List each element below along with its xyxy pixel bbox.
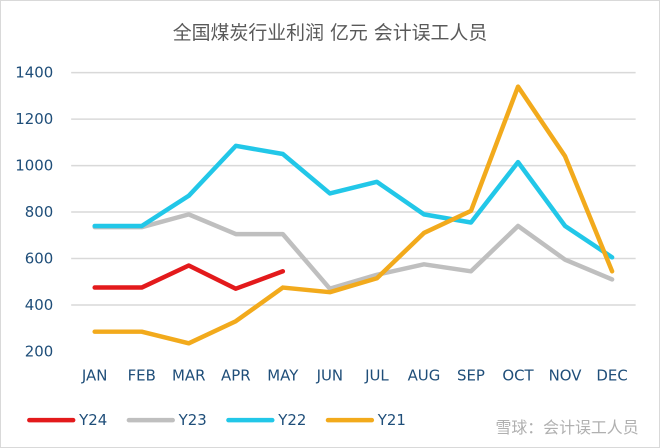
x-tick-label: DEC [596, 366, 627, 384]
x-tick-label: APR [221, 366, 251, 384]
y-tick-label: 1200 [15, 110, 53, 128]
x-tick-label: SEP [457, 366, 485, 384]
x-tick-label: MAY [267, 366, 299, 384]
series-line-y22 [92, 143, 615, 260]
series-line-y23 [92, 212, 615, 291]
legend-label-y23: Y23 [178, 411, 207, 429]
y-tick-label: 200 [25, 342, 53, 360]
x-tick-label: AUG [408, 366, 441, 384]
x-tick-label: FEB [128, 366, 156, 384]
legend-label-y21: Y21 [377, 411, 406, 429]
series-lines [92, 84, 615, 346]
y-axis-ticks: 200 400 600 800 1000 1200 1400 [15, 64, 53, 361]
x-axis-ticks: JAN FEB MAR APR MAY JUN JUL AUG SEP OCT NOV DEC [81, 366, 628, 384]
x-tick-label: JUN [316, 366, 344, 384]
x-tick-label: NOV [549, 366, 583, 384]
x-tick-label: MAR [172, 366, 205, 384]
series-line-y21 [92, 84, 615, 346]
series-line-y24 [92, 263, 286, 291]
y-tick-label: 400 [25, 296, 53, 314]
legend-label-y24: Y24 [78, 411, 107, 429]
y-tick-label: 600 [25, 249, 53, 267]
y-tick-label: 1400 [15, 64, 53, 82]
legend-label-y22: Y22 [277, 411, 306, 429]
x-tick-label: OCT [502, 366, 534, 384]
y-tick-label: 1000 [15, 157, 53, 175]
x-tick-label: JAN [81, 366, 108, 384]
y-tick-label: 800 [25, 203, 53, 221]
x-tick-label: JUL [364, 366, 389, 384]
legend: Y24 Y23 Y22 Y21 [27, 411, 406, 429]
watermark: 雪球：会计误工人员 [495, 418, 638, 437]
chart-title: 全国煤炭行业利润 亿元 会计误工人员 [173, 22, 488, 44]
